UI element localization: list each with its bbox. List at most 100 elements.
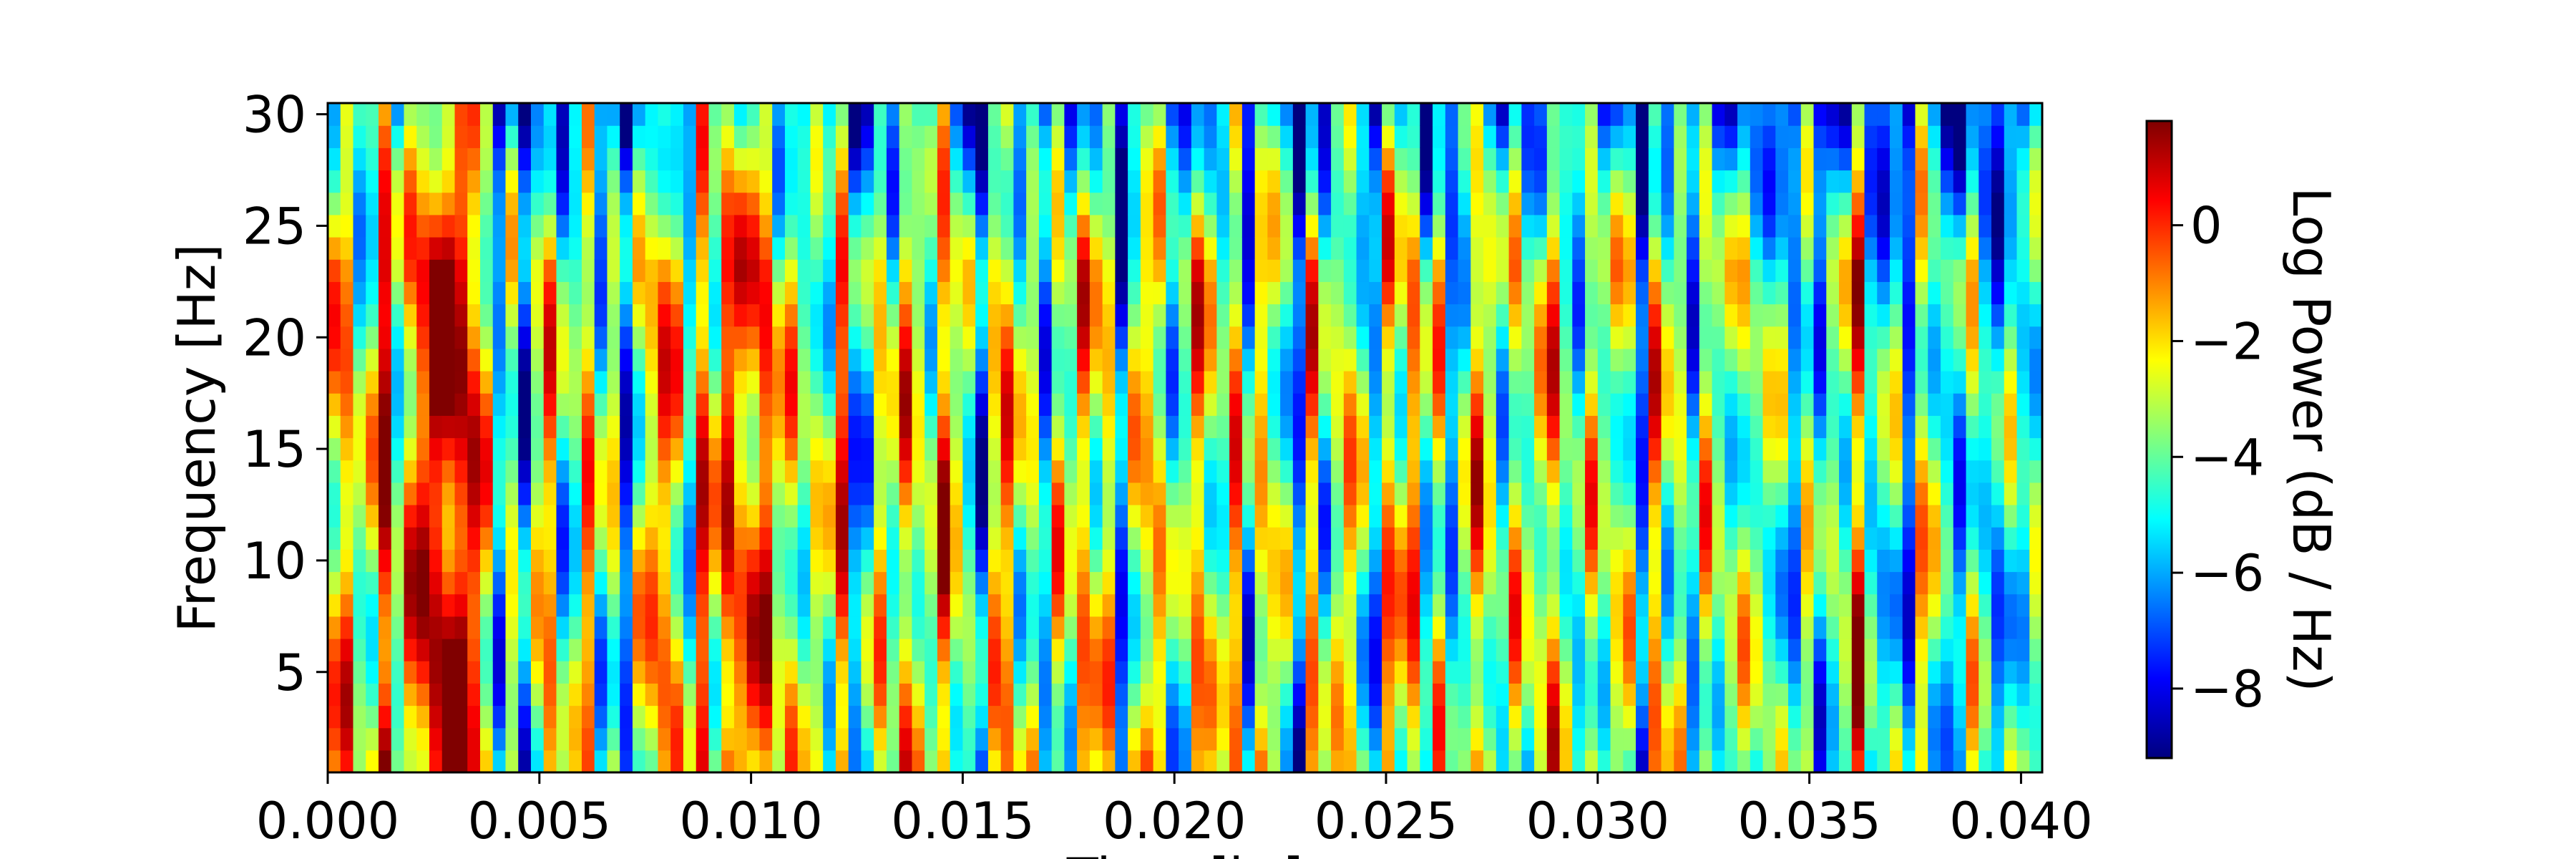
heatmap-cell bbox=[733, 348, 748, 372]
heatmap-cell bbox=[2029, 304, 2043, 327]
heatmap-cell bbox=[1546, 616, 1561, 639]
heatmap-cell bbox=[1585, 415, 1599, 439]
heatmap-cell bbox=[759, 259, 773, 282]
heatmap-cell bbox=[658, 437, 671, 461]
heatmap-cell bbox=[1089, 281, 1103, 305]
heatmap-cell bbox=[1826, 727, 1840, 751]
heatmap-cell bbox=[670, 304, 684, 327]
heatmap-cell bbox=[1470, 683, 1484, 707]
heatmap-cell bbox=[1433, 549, 1446, 573]
heatmap-cell bbox=[1064, 170, 1078, 193]
heatmap-cell bbox=[1966, 147, 1979, 171]
heatmap-cell bbox=[1343, 259, 1357, 282]
heatmap-cell bbox=[1661, 616, 1674, 639]
heatmap-cell bbox=[1864, 393, 1878, 416]
heatmap-cell bbox=[886, 505, 900, 528]
heatmap-cell bbox=[987, 170, 1002, 193]
heatmap-cell bbox=[632, 147, 646, 171]
heatmap-cell bbox=[479, 103, 494, 126]
heatmap-cell bbox=[2029, 237, 2043, 260]
heatmap-cell bbox=[530, 749, 545, 773]
heatmap-cell bbox=[823, 527, 836, 550]
heatmap-cell bbox=[848, 125, 862, 148]
heatmap-cell bbox=[1737, 192, 1751, 215]
heatmap-cell bbox=[658, 527, 671, 550]
heatmap-cell bbox=[1026, 393, 1040, 416]
heatmap-cell bbox=[912, 549, 925, 573]
heatmap-cell bbox=[899, 348, 913, 372]
heatmap-cell bbox=[1153, 371, 1166, 394]
heatmap-cell bbox=[1254, 214, 1268, 238]
heatmap-cell bbox=[1318, 661, 1332, 684]
heatmap-cell bbox=[594, 683, 608, 707]
heatmap-cell bbox=[1420, 192, 1433, 215]
heatmap-cell bbox=[1597, 304, 1611, 327]
heatmap-cell bbox=[353, 683, 366, 707]
heatmap-cell bbox=[1267, 103, 1281, 126]
heatmap-cell bbox=[569, 482, 582, 505]
heatmap-cell bbox=[1546, 549, 1561, 573]
heatmap-cell bbox=[1636, 549, 1649, 573]
heatmap-cell bbox=[530, 348, 545, 372]
heatmap-cell bbox=[708, 393, 722, 416]
heatmap-cell bbox=[823, 616, 836, 639]
heatmap-cell bbox=[1877, 527, 1890, 550]
heatmap-cell bbox=[378, 661, 392, 684]
heatmap-cell bbox=[1445, 237, 1459, 260]
heatmap-cell bbox=[556, 683, 570, 707]
heatmap-cell bbox=[353, 393, 366, 416]
heatmap-cell bbox=[1839, 639, 1853, 661]
heatmap-cell bbox=[1788, 683, 1802, 707]
heatmap-cell bbox=[1216, 103, 1230, 126]
heatmap-cell bbox=[429, 103, 443, 126]
heatmap-cell bbox=[353, 749, 366, 773]
heatmap-cell bbox=[391, 727, 405, 751]
heatmap-cell bbox=[366, 259, 379, 282]
heatmap-cell bbox=[1102, 192, 1116, 215]
heatmap-cell bbox=[1991, 549, 2005, 573]
heatmap-cell bbox=[1750, 571, 1764, 595]
heatmap-cell bbox=[1445, 527, 1459, 550]
heatmap-cell bbox=[1254, 549, 1268, 573]
heatmap-cell bbox=[733, 170, 748, 193]
heatmap-cell bbox=[721, 727, 735, 751]
heatmap-cell bbox=[594, 281, 608, 305]
heatmap-cell bbox=[505, 415, 519, 439]
heatmap-cell bbox=[1153, 393, 1166, 416]
heatmap-cell bbox=[645, 437, 659, 461]
heatmap-cell bbox=[1559, 549, 1573, 573]
heatmap-cell bbox=[1941, 727, 1954, 751]
heatmap-cell bbox=[823, 437, 836, 461]
heatmap-cell bbox=[2029, 593, 2043, 617]
heatmap-cell bbox=[1636, 214, 1649, 238]
heatmap-cell bbox=[708, 214, 722, 238]
heatmap-cell bbox=[632, 705, 646, 729]
heatmap-cell bbox=[1839, 415, 1853, 439]
colorbar-tick-label: −6 bbox=[2190, 544, 2264, 603]
heatmap-cell bbox=[1826, 527, 1840, 550]
heatmap-cell bbox=[746, 103, 761, 126]
heatmap-cell bbox=[1216, 683, 1230, 707]
heatmap-cell bbox=[492, 371, 507, 394]
heatmap-cell bbox=[1597, 237, 1611, 260]
heatmap-cell bbox=[1699, 460, 1713, 483]
heatmap-cell bbox=[505, 482, 519, 505]
heatmap-cell bbox=[899, 371, 913, 394]
heatmap-cell bbox=[962, 527, 976, 550]
heatmap-cell bbox=[492, 237, 507, 260]
heatmap-cell bbox=[620, 639, 633, 661]
heatmap-cell bbox=[1445, 415, 1459, 439]
heatmap-cell bbox=[1877, 103, 1890, 126]
heatmap-cell bbox=[1241, 415, 1256, 439]
heatmap-cell bbox=[1191, 170, 1205, 193]
heatmap-cell bbox=[1229, 125, 1243, 148]
heatmap-cell bbox=[1508, 482, 1522, 505]
heatmap-cell bbox=[899, 192, 913, 215]
heatmap-cell bbox=[645, 505, 659, 528]
heatmap-cell bbox=[1407, 437, 1420, 461]
heatmap-cell bbox=[2029, 437, 2043, 461]
heatmap-cell bbox=[620, 170, 633, 193]
heatmap-cell bbox=[2029, 549, 2043, 573]
heatmap-cell bbox=[1267, 304, 1281, 327]
heatmap-cell bbox=[1051, 727, 1065, 751]
